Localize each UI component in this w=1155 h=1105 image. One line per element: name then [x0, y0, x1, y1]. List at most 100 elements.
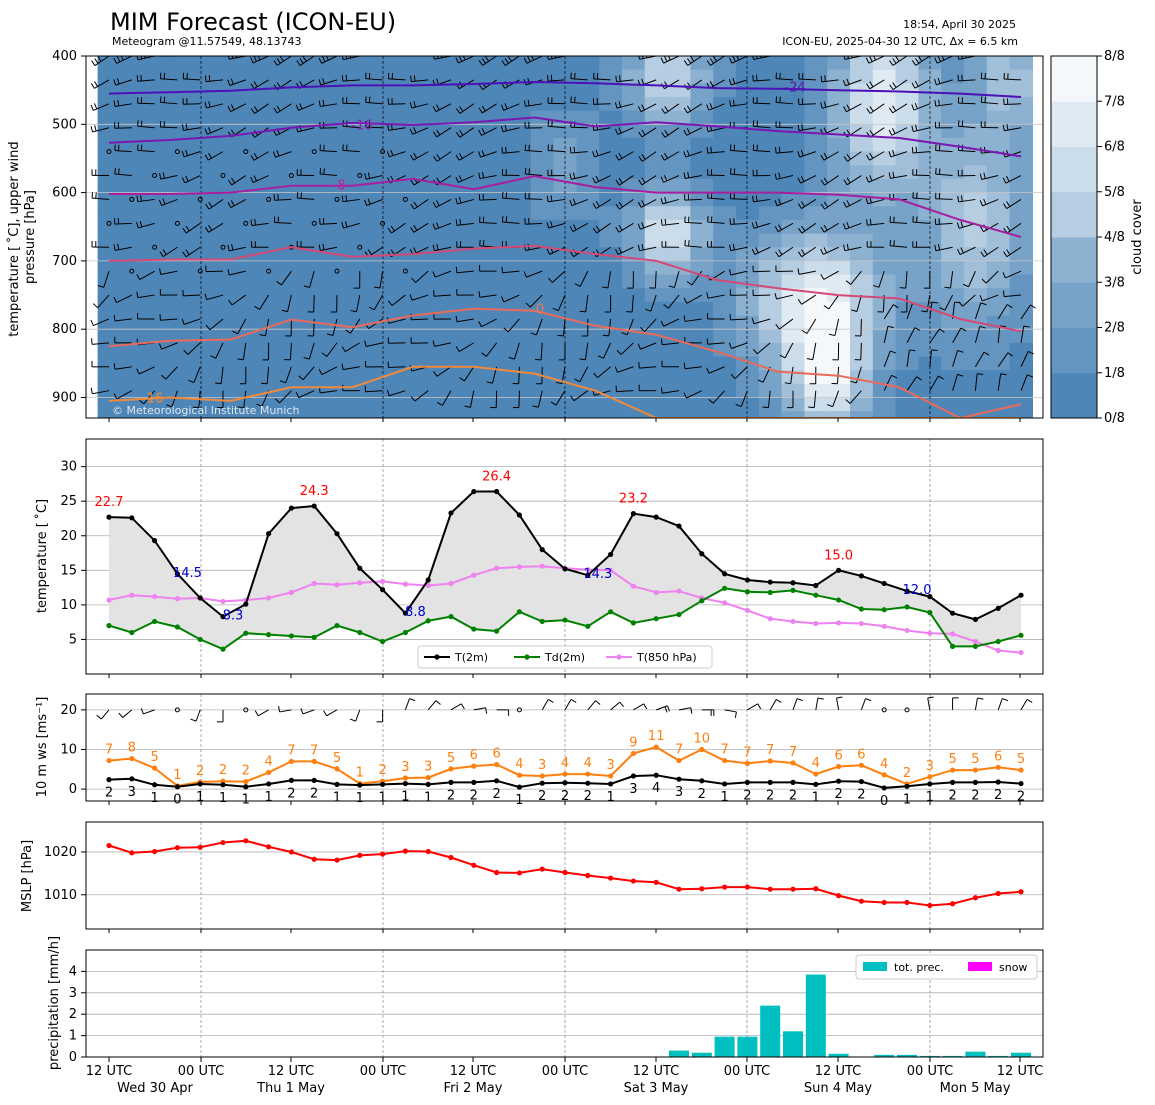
wind-barb-feather	[557, 334, 564, 337]
gust-line-point	[744, 760, 751, 766]
wind-barb	[502, 151, 520, 154]
wind-barb	[160, 270, 178, 275]
wind-barb-feather	[866, 108, 871, 114]
wind-barb	[686, 294, 703, 304]
wind-barb-feather	[892, 149, 895, 156]
wind-barb-feather	[660, 338, 663, 345]
time-axis: 12 UTC 00 UTC 12 UTC 00 UTC 12 UTC 00 UTC 12 U…	[86, 418, 1043, 1096]
wind-barb	[730, 222, 748, 225]
wind-barb-feather	[138, 399, 145, 405]
cloud-cell	[280, 356, 304, 371]
wind-barb-feather	[865, 176, 870, 183]
wind-barb	[457, 198, 474, 205]
wind-barb-feather	[455, 346, 460, 352]
wind-barb	[479, 175, 497, 180]
td2m-line-point	[425, 618, 431, 624]
wind-barb	[427, 700, 437, 711]
gust-label: 3	[424, 760, 432, 775]
wind-barb-feather	[550, 401, 557, 406]
wind-barb-feather	[869, 129, 874, 136]
cloud-cell	[325, 411, 349, 418]
wind-barb	[193, 366, 201, 383]
wind-barb	[640, 198, 657, 208]
td2m-line-point	[516, 609, 523, 615]
wind-barb	[798, 103, 816, 105]
cloud-cell	[713, 69, 737, 84]
wind-barb	[958, 198, 976, 203]
cloud-cell	[325, 137, 349, 153]
wind-barb	[997, 304, 1008, 320]
wind-barb-feather	[481, 352, 487, 357]
wind-barb-feather	[433, 371, 438, 377]
cloud-cell	[97, 274, 121, 289]
mslp-line-point	[425, 848, 431, 855]
mslp-line-point	[539, 866, 545, 872]
wind-barb-feather	[690, 707, 693, 714]
cloud-cell	[120, 137, 144, 153]
t850-line-point	[402, 581, 408, 587]
wind-barb	[883, 326, 889, 343]
wind-barb-feather	[323, 168, 325, 175]
cloud-cell	[827, 137, 851, 153]
wind-barb-feather	[231, 244, 234, 251]
cloud-cell	[690, 165, 714, 180]
cloud-cell	[576, 301, 600, 317]
precip-bar	[805, 974, 826, 1057]
wind-barb-feather	[136, 56, 139, 60]
wind-barb	[388, 78, 406, 81]
cloud-cell	[508, 206, 532, 221]
gust-label: 11	[648, 729, 665, 744]
wind-barb-feather	[97, 285, 104, 288]
wind-barb-feather	[546, 195, 549, 202]
wind-barb-feather	[800, 175, 805, 182]
wind-barb-feather	[687, 58, 692, 64]
wind-barb	[208, 222, 224, 233]
wind-barb	[571, 175, 588, 180]
wind-barb-feather	[820, 154, 825, 161]
cloud-cell	[1009, 247, 1033, 262]
wind-barb-feather	[207, 127, 212, 133]
t2m-line-point	[995, 605, 1001, 611]
wind-barb-feather	[345, 329, 351, 334]
wind-barb	[573, 390, 589, 402]
gust-label: 4	[880, 757, 888, 772]
cloud-cell	[827, 247, 851, 262]
cloud-cell	[804, 342, 828, 358]
mean-wind-line-point	[288, 777, 294, 783]
wind-barb	[734, 366, 748, 379]
gust-label: 3	[606, 758, 614, 773]
wind-barb	[639, 366, 657, 369]
cloud-cell	[576, 219, 600, 235]
wind-barb	[518, 366, 520, 384]
cloud-cell	[781, 83, 805, 98]
mslp-line-point	[448, 854, 454, 861]
wind-barb-feather	[569, 251, 575, 257]
colorbar-band	[1051, 146, 1097, 193]
wind-barb-feather	[436, 222, 440, 229]
wind-barb-feather	[118, 712, 123, 718]
wind-barb	[844, 246, 862, 252]
t850-line-point	[767, 616, 773, 622]
cloud-cell	[964, 247, 988, 262]
cloud-cell	[986, 56, 1011, 71]
cloud-cell	[302, 411, 327, 418]
cloud-cell	[348, 137, 372, 153]
cloud-cell	[530, 397, 555, 412]
y-tick-label: 600	[52, 186, 77, 201]
cloud-cell	[188, 178, 213, 194]
cloud-cell	[1009, 397, 1033, 412]
cloud-cell	[325, 301, 349, 317]
wind-barb	[663, 318, 680, 327]
wind-barb-feather	[732, 56, 736, 62]
wind-barb-feather	[1030, 304, 1036, 309]
wind-barb	[434, 56, 452, 60]
mslp-line-point	[699, 886, 705, 892]
wind-barb-feather	[387, 124, 390, 131]
wind-barb-feather	[706, 147, 709, 154]
wind-barb-feather	[323, 710, 328, 717]
t2m-line-point	[744, 577, 751, 583]
wind-barb	[1005, 175, 1022, 184]
cloud-cell	[804, 329, 828, 344]
gust-label: 7	[675, 743, 683, 758]
